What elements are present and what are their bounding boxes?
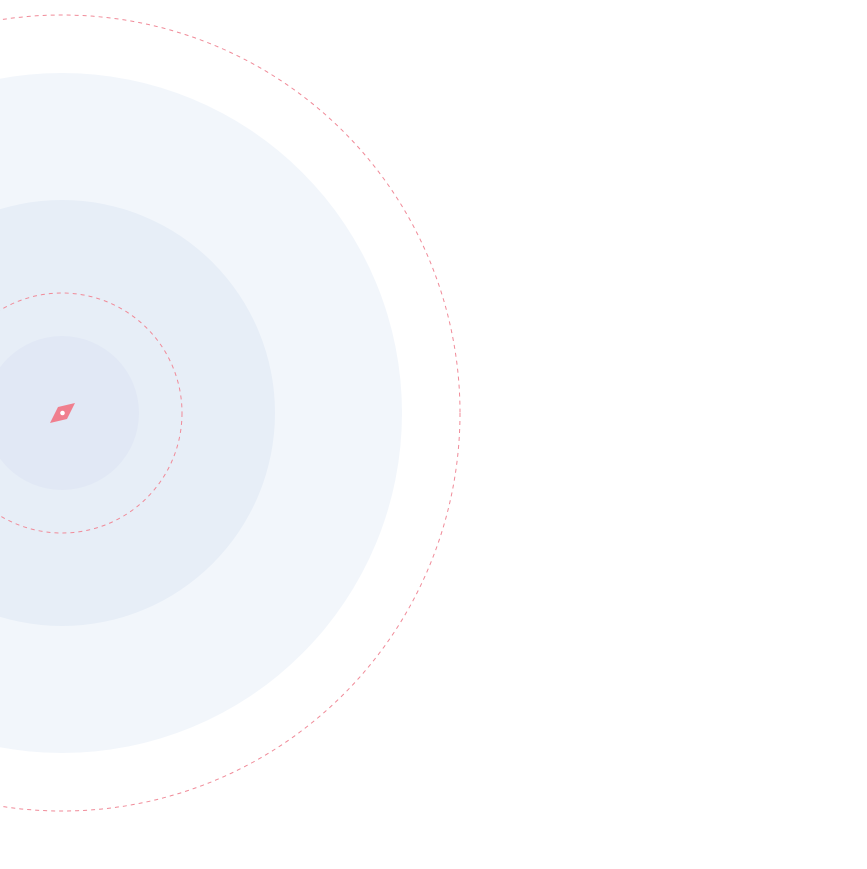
outer-dashed-ring bbox=[0, 14, 461, 812]
inner-dashed-ring bbox=[0, 292, 183, 534]
compass-center bbox=[60, 410, 65, 416]
